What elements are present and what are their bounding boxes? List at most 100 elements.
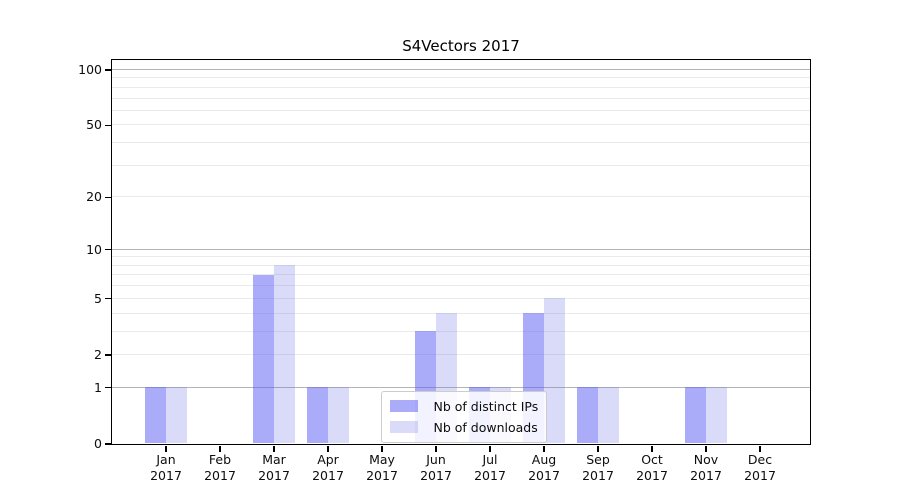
y-axis-tick [104, 69, 111, 71]
gridline-major [111, 248, 810, 250]
y-axis-tick [104, 354, 111, 356]
x-axis-month-label: Apr [317, 452, 339, 467]
x-axis-month-label: Jan [156, 452, 176, 467]
x-axis-tick [489, 445, 491, 452]
x-axis-year-label: 2017 [204, 467, 236, 483]
x-axis-tick [759, 445, 761, 452]
plot-area: Nb of distinct IPs Nb of downloads [110, 58, 811, 445]
legend: Nb of distinct IPs Nb of downloads [380, 390, 548, 443]
x-axis-year-label: 2017 [528, 467, 560, 483]
y-axis-tick-label: 10 [86, 241, 102, 257]
y-axis-tick-label: 2 [94, 346, 102, 362]
gridline-minor [111, 353, 810, 355]
bar-downloads [705, 387, 727, 444]
x-axis-month-label: May [369, 452, 395, 467]
x-axis-tick [543, 445, 545, 452]
gridline-minor [111, 86, 810, 88]
x-axis-tick-label: Nov 2017 [674, 452, 738, 483]
x-axis-tick-label: Apr 2017 [296, 452, 360, 483]
x-axis-tick [705, 445, 707, 452]
bar-distinct-ips [576, 387, 598, 444]
y-axis-tick [104, 249, 111, 251]
x-axis-year-label: 2017 [582, 467, 614, 483]
y-axis-tick-label: 50 [86, 117, 102, 133]
x-axis-month-label: Dec [747, 452, 773, 467]
y-axis-tick-label: 5 [94, 290, 102, 306]
bar-distinct-ips [306, 387, 328, 444]
y-axis-tick [104, 443, 111, 445]
x-axis-tick [219, 445, 221, 452]
x-axis-tick [381, 445, 383, 452]
gridline-minor [111, 312, 810, 314]
legend-label-downloads: Nb of downloads [433, 419, 538, 435]
gridline-minor [111, 124, 810, 126]
chart-title: S4Vectors 2017 [402, 37, 520, 55]
y-axis-tick-label: 0 [94, 436, 102, 451]
x-axis-month-label: Jul [482, 452, 498, 467]
gridline-minor [111, 142, 810, 144]
x-axis-year-label: 2017 [636, 467, 668, 483]
y-axis-tick [104, 387, 111, 389]
y-axis-tick-label: 1 [94, 379, 102, 395]
x-axis-tick [597, 445, 599, 452]
x-axis-tick-label: Jun 2017 [404, 452, 468, 483]
x-axis-year-label: 2017 [150, 467, 182, 483]
gridline-minor [111, 274, 810, 276]
x-axis-tick-label: May 2017 [350, 452, 414, 483]
legend-swatch-distinct-ips [389, 400, 418, 412]
gridline-minor [111, 77, 810, 79]
x-axis-tick [273, 445, 275, 452]
y-axis-tick-label: 100 [78, 61, 102, 77]
x-axis-tick-label: Jul 2017 [458, 452, 522, 483]
x-axis-year-label: 2017 [258, 467, 290, 483]
gridline-minor [111, 196, 810, 198]
bar-downloads [597, 387, 619, 444]
x-axis-tick-label: Sep 2017 [566, 452, 630, 483]
bar-downloads [165, 387, 187, 444]
bar-distinct-ips [144, 387, 166, 444]
legend-label-distinct-ips: Nb of distinct IPs [433, 398, 539, 414]
y-axis-tick [104, 298, 111, 300]
x-axis-tick-label: Jan 2017 [134, 452, 198, 483]
gridline-major [111, 68, 810, 70]
gridline-minor [111, 264, 810, 266]
x-axis-tick [327, 445, 329, 452]
x-axis-tick [165, 445, 167, 452]
legend-swatch-downloads [389, 421, 418, 433]
gridline-minor [111, 256, 810, 258]
x-axis-month-label: Mar [262, 452, 286, 467]
gridline-minor [111, 297, 810, 299]
x-axis-tick-label: Oct 2017 [620, 452, 684, 483]
gridline-minor [111, 285, 810, 287]
gridline-minor [111, 330, 810, 332]
x-axis-year-label: 2017 [744, 467, 776, 483]
x-axis-month-label: Jun [426, 452, 446, 467]
gridline-minor [111, 164, 810, 166]
x-axis-month-label: Feb [208, 452, 232, 467]
bar-distinct-ips [252, 274, 274, 444]
x-axis-year-label: 2017 [312, 467, 344, 483]
x-axis-month-label: Oct [641, 452, 663, 467]
gridline-major [111, 386, 810, 388]
x-axis-tick-label: Feb 2017 [188, 452, 252, 483]
gridline-minor [111, 109, 810, 111]
x-axis-tick-label: Aug 2017 [512, 452, 576, 483]
y-axis-tick-label: 20 [86, 189, 102, 205]
bar-downloads [543, 298, 565, 444]
x-axis-month-label: Nov [693, 452, 719, 467]
x-axis-tick-label: Mar 2017 [242, 452, 306, 483]
y-axis-tick [104, 196, 111, 198]
x-axis-tick [651, 445, 653, 452]
bar-downloads [327, 387, 349, 444]
legend-item: Nb of distinct IPs [389, 396, 539, 417]
bar-downloads [273, 265, 295, 444]
x-axis-month-label: Sep [586, 452, 610, 467]
gridline-minor [111, 97, 810, 99]
x-axis-year-label: 2017 [366, 467, 398, 483]
legend-item: Nb of downloads [389, 417, 539, 438]
bar-distinct-ips [684, 387, 706, 444]
x-axis-year-label: 2017 [474, 467, 506, 483]
x-axis-tick [435, 445, 437, 452]
x-axis-year-label: 2017 [420, 467, 452, 483]
